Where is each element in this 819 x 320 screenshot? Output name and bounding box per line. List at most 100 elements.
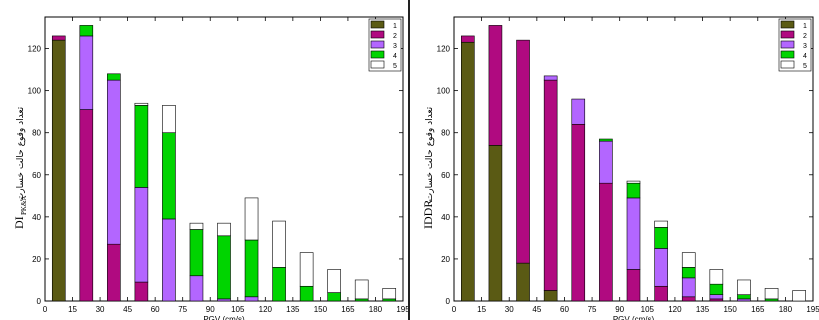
bar-segment-series-4-3 xyxy=(134,105,149,188)
y-tick-label: 120 xyxy=(28,45,42,54)
bar-segment-series-4-6 xyxy=(626,182,641,199)
y-axis-label: IDDR xyxy=(421,200,435,229)
bar-segment-series-3-8 xyxy=(681,277,696,298)
bar-segment-series-5-9 xyxy=(299,252,314,287)
y-tick-label: 20 xyxy=(441,255,450,264)
x-tick-label: 180 xyxy=(779,305,793,314)
y-tick-label: 80 xyxy=(441,129,450,138)
bar-segment-series-2-7 xyxy=(654,285,668,302)
x-tick-label: 180 xyxy=(369,305,383,314)
x-tick-label: 195 xyxy=(806,305,819,314)
bar-segment-series-5-8 xyxy=(272,220,286,268)
bar-segment-series-5-11 xyxy=(764,288,779,300)
bar-segment-series-3-7 xyxy=(654,248,668,287)
bar-segment-series-5-4 xyxy=(162,105,176,134)
y-axis-label-group: IDDR xyxy=(421,200,435,229)
x-tick-label: 135 xyxy=(286,305,300,314)
x-tick-label: 165 xyxy=(751,305,765,314)
bar-segment-series-2-4 xyxy=(571,123,586,302)
legend-swatch-3 xyxy=(780,40,795,49)
x-tick-label: 135 xyxy=(696,305,710,314)
x-tick-label: 105 xyxy=(641,305,655,314)
x-tick-label: 90 xyxy=(615,305,624,314)
bar-segment-series-4-7 xyxy=(654,227,668,249)
bar-segment-series-4-4 xyxy=(162,132,176,220)
bar-segment-series-2-0 xyxy=(51,35,66,41)
bar-segment-series-4-9 xyxy=(299,285,314,302)
x-tick-label: 150 xyxy=(723,305,737,314)
bar-segment-series-2-9 xyxy=(709,298,724,302)
bar-segment-series-3-10 xyxy=(737,298,751,302)
bar-segment-series-4-12 xyxy=(382,298,397,302)
bar-segment-series-3-9 xyxy=(709,294,724,300)
bar-segment-series-3-7 xyxy=(244,296,259,302)
x-tick-label: 120 xyxy=(668,305,682,314)
bar-segment-series-5-6 xyxy=(626,180,641,184)
bar-segment-series-5-7 xyxy=(654,220,668,228)
legend-label-4: 4 xyxy=(393,53,397,60)
bar-segment-series-4-10 xyxy=(737,294,751,300)
x-tick-label: 30 xyxy=(505,305,514,314)
legend-label-4: 4 xyxy=(803,53,807,60)
bar-segment-series-2-2 xyxy=(516,39,530,264)
bar-segment-series-1-0 xyxy=(51,39,66,302)
y-tick-label: 40 xyxy=(441,213,450,222)
bar-segment-series-5-5 xyxy=(189,222,204,230)
x-axis-label: PGV (cm/s) xyxy=(203,315,245,320)
x-tick-label: 75 xyxy=(178,305,187,314)
x-tick-label: 45 xyxy=(532,305,541,314)
y-axis-label-persian: تعداد وقوع حالت خسارت xyxy=(425,106,435,201)
bar-segment-series-3-1 xyxy=(79,35,94,110)
legend-swatch-1 xyxy=(780,20,795,29)
bar-segment-series-4-6 xyxy=(217,235,231,300)
bar-segment-series-3-6 xyxy=(626,197,641,270)
bar-segment-series-4-8 xyxy=(272,267,286,302)
bar-segment-series-5-12 xyxy=(382,288,397,300)
bar-segment-series-3-4 xyxy=(571,98,586,125)
y-axis-label-persian: تعداد وقوع حالت خسارت xyxy=(16,106,26,201)
chart-right: 0 15 30 45 60 75 90 105 120 135 150 165 180 195020406… xyxy=(421,16,819,320)
y-tick-label: 100 xyxy=(437,87,451,96)
bar-segment-series-5-11 xyxy=(354,279,369,300)
legend-label-5: 5 xyxy=(393,63,397,70)
x-axis-label: PGV (cm/s) xyxy=(613,315,655,320)
bar-segment-series-4-1 xyxy=(79,25,94,37)
legend-swatch-4 xyxy=(780,50,795,59)
legend-label-3: 3 xyxy=(393,43,397,50)
y-tick-label: 0 xyxy=(37,297,42,306)
y-axis-label: DI xyxy=(12,216,26,229)
y-tick-label: 40 xyxy=(32,213,41,222)
y-tick-label: 120 xyxy=(437,45,451,54)
bar-segment-series-1-3 xyxy=(543,290,558,302)
legend-label-3: 3 xyxy=(803,43,807,50)
chart-panel-left: 0 15 30 45 60 75 90 105 120 135 150 165 180 195 0 20 40 6… xyxy=(0,0,409,320)
bar-segment-series-5-10 xyxy=(327,269,341,293)
x-tick-label: 30 xyxy=(96,305,105,314)
x-tick-label: 105 xyxy=(231,305,245,314)
bar-segment-series-2-5 xyxy=(599,182,613,302)
bar-segment-series-4-2 xyxy=(107,73,121,81)
bar-segment-series-4-9 xyxy=(709,283,724,295)
x-tick-label: 0 xyxy=(452,305,457,314)
chart-left: 0 15 30 45 60 75 90 105 120 135 150 165 180 195020406… xyxy=(12,16,409,320)
bar-segment-series-3-4 xyxy=(162,218,176,302)
bar-segment-series-5-10 xyxy=(737,279,751,295)
y-tick-label: 60 xyxy=(441,171,450,180)
bar-segment-series-2-8 xyxy=(681,296,696,302)
y-tick-label: 0 xyxy=(446,297,451,306)
y-axis-label-subscript: PK&A xyxy=(20,196,28,215)
legend-swatch-5 xyxy=(780,60,795,69)
bar-segment-series-5-12 xyxy=(792,290,806,302)
bar-segment-series-5-8 xyxy=(681,252,696,268)
bar-segment-series-4-5 xyxy=(189,229,204,277)
bar-segment-series-1-0 xyxy=(461,41,475,302)
bar-segment-series-4-8 xyxy=(681,267,696,279)
bar-segment-series-3-5 xyxy=(189,275,204,302)
bar-segment-series-3-3 xyxy=(134,187,149,283)
x-tick-label: 0 xyxy=(43,305,48,314)
bar-segment-series-2-2 xyxy=(107,243,121,302)
x-tick-label: 120 xyxy=(259,305,273,314)
bar-segment-series-4-5 xyxy=(599,138,613,142)
bar-segment-series-1-2 xyxy=(516,262,530,302)
